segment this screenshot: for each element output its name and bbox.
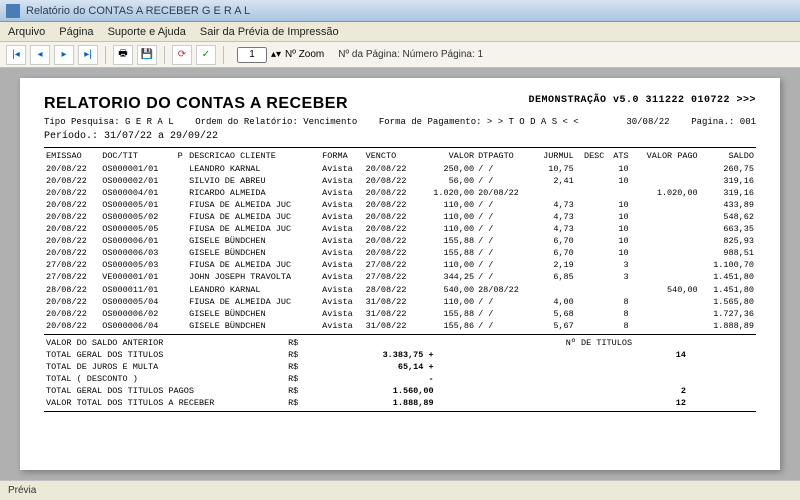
table-row: 20/08/22OS000005/02FIUSA DE ALMEIDA JUCA…: [44, 212, 756, 224]
separator: [164, 46, 165, 64]
table-row: 20/08/22OS000005/04FIUSA DE ALMEIDA JUCA…: [44, 296, 756, 308]
print-button[interactable]: 🖶: [113, 45, 133, 65]
report-page: RELATORIO DO CONTAS A RECEBER DEMONSTRAÇ…: [20, 78, 780, 470]
report-pagina: Pagina.: 001: [691, 117, 756, 127]
zoom-label: Nº Zoom: [285, 49, 324, 60]
col-header: SALDO: [700, 150, 756, 163]
menu-suporte[interactable]: Suporte e Ajuda: [108, 26, 186, 38]
table-row: 20/08/22OS000006/02GISELE BÜNDCHENAvista…: [44, 308, 756, 320]
table-row: 20/08/22OS000005/01FIUSA DE ALMEIDA JUCA…: [44, 200, 756, 212]
col-header: DOC/TIT: [100, 150, 175, 163]
ordem-relatorio: Ordem do Relatório: Vencimento: [195, 117, 357, 127]
menu-pagina[interactable]: Página: [59, 26, 93, 38]
toolbar: |◂ ◂ ▸ ▸| 🖶 💾 ⟳ ✓ ▴▾ Nº Zoom Nº da Págin…: [0, 42, 800, 68]
forma-pagamento: Forma de Pagamento: > > T O D A S < <: [379, 117, 579, 127]
prev-page-button[interactable]: ◂: [30, 45, 50, 65]
col-header: P: [176, 150, 187, 163]
report-title: RELATORIO DO CONTAS A RECEBER: [44, 94, 348, 115]
table-row: 20/08/22OS000006/04GISELE BÜNDCHENAvista…: [44, 320, 756, 332]
totals-block: VALOR DO SALDO ANTERIORR$Nº DE TITULOS T…: [44, 337, 756, 409]
col-header: EMISSAO: [44, 150, 100, 163]
menu-sair[interactable]: Sair da Prévia de Impressão: [200, 26, 339, 38]
close-preview-button[interactable]: ✓: [196, 45, 216, 65]
page-number-label: Nº da Página: Número Página: 1: [338, 49, 483, 60]
col-header: VENCTO: [364, 150, 420, 163]
report-date: 30/08/22: [626, 117, 669, 127]
status-bar: Prévia: [0, 480, 800, 500]
menu-arquivo[interactable]: Arquivo: [8, 26, 45, 38]
window-titlebar: Relatório do CONTAS A RECEBER G E R A L: [0, 0, 800, 22]
separator: [223, 46, 224, 64]
col-header: DTPAGTO: [476, 150, 532, 163]
col-header: FORMA: [320, 150, 363, 163]
col-header: JURMUL: [532, 150, 575, 163]
menu-bar: Arquivo Página Suporte e Ajuda Sair da P…: [0, 22, 800, 42]
tipo-pesquisa: Tipo Pesquisa: G E R A L: [44, 117, 174, 127]
col-header: ATS: [606, 150, 630, 163]
window-title: Relatório do CONTAS A RECEBER G E R A L: [26, 5, 250, 17]
table-row: 20/08/22OS000006/01GISELE BÜNDCHENAvista…: [44, 236, 756, 248]
zoom-spinner[interactable]: ▴▾: [271, 49, 281, 60]
col-header: VALOR PAGO: [631, 150, 700, 163]
next-page-button[interactable]: ▸: [54, 45, 74, 65]
app-icon: [6, 4, 20, 18]
table-row: 20/08/22OS000006/03GISELE BÜNDCHENAvista…: [44, 248, 756, 260]
zoom-input[interactable]: [237, 47, 267, 63]
report-viewport[interactable]: RELATORIO DO CONTAS A RECEBER DEMONSTRAÇ…: [0, 68, 800, 480]
demo-label: DEMONSTRAÇÃO v5.0 311222 010722 >>>: [528, 94, 756, 107]
refresh-button[interactable]: ⟳: [172, 45, 192, 65]
separator: [105, 46, 106, 64]
table-row: 28/08/22OS000011/01LEANDRO KARNALAvista2…: [44, 284, 756, 296]
table-row: 27/08/22VE000001/01JOHN JOSEPH TRAVOLTAA…: [44, 272, 756, 284]
table-row: 20/08/22OS000005/05FIUSA DE ALMEIDA JUCA…: [44, 224, 756, 236]
table-row: 20/08/22OS000001/01LEANDRO KARNALAvista2…: [44, 164, 756, 176]
col-header: DESC: [576, 150, 607, 163]
report-table: EMISSAODOC/TITPDESCRICAO CLIENTEFORMAVEN…: [44, 150, 756, 332]
table-row: 20/08/22OS000002/01SILVIO DE ABREUAvista…: [44, 176, 756, 188]
last-page-button[interactable]: ▸|: [78, 45, 98, 65]
first-page-button[interactable]: |◂: [6, 45, 26, 65]
table-row: 27/08/22OS000005/03FIUSA DE ALMEIDA JUCA…: [44, 260, 756, 272]
save-button[interactable]: 💾: [137, 45, 157, 65]
col-header: VALOR: [420, 150, 476, 163]
status-label: Prévia: [8, 485, 36, 496]
periodo-label: Período.: 31/07/22 a 29/09/22: [44, 130, 756, 143]
table-row: 20/08/22OS000004/01RICARDO ALMEIDAAvista…: [44, 188, 756, 200]
col-header: DESCRICAO CLIENTE: [187, 150, 320, 163]
